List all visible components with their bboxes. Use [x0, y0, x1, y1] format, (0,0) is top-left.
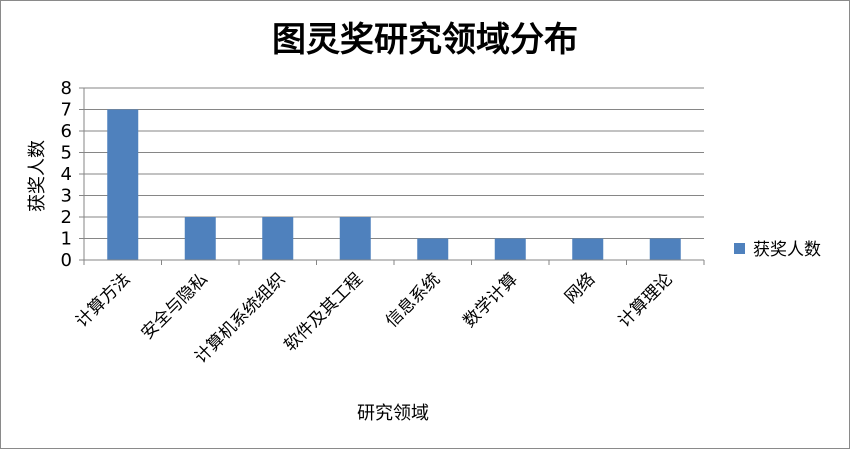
- bar: [417, 238, 449, 260]
- x-tick-label: 网络: [561, 269, 599, 307]
- y-tick-label: 5: [61, 143, 72, 164]
- x-tick-label: 计算方法: [72, 269, 134, 331]
- bar: [339, 217, 371, 260]
- y-axis-label: 获奖人数: [27, 140, 48, 212]
- y-tick-label: 3: [61, 186, 72, 207]
- chart-title: 图灵奖研究领域分布: [272, 20, 578, 60]
- y-tick-label: 4: [61, 164, 72, 185]
- legend: 获奖人数: [734, 240, 821, 260]
- bar: [184, 217, 216, 260]
- bars: [107, 109, 681, 260]
- bar: [649, 238, 681, 260]
- legend-swatch: [734, 243, 745, 254]
- y-tick-label: 2: [61, 207, 72, 228]
- y-tick-label: 7: [61, 100, 72, 121]
- y-tick-label: 6: [61, 121, 72, 142]
- y-tick-label: 1: [61, 229, 72, 250]
- legend-label: 获奖人数: [753, 240, 821, 260]
- gridlines: [79, 87, 704, 261]
- x-axis-label: 研究领域: [357, 403, 429, 424]
- bar: [262, 217, 294, 260]
- x-tick-label: 计算理论: [615, 269, 677, 331]
- x-tick-label: 软件及其工程: [281, 269, 367, 355]
- x-tick-label: 信息系统: [382, 269, 444, 331]
- y-tick-label: 8: [61, 78, 72, 99]
- x-tick-label: 安全与隐私: [138, 269, 212, 343]
- x-tick-label: 数学计算: [460, 269, 522, 331]
- axes: [83, 88, 705, 265]
- bar: [572, 238, 604, 260]
- bar: [494, 238, 526, 260]
- y-tick-label: 0: [61, 250, 72, 271]
- bar: [107, 109, 139, 260]
